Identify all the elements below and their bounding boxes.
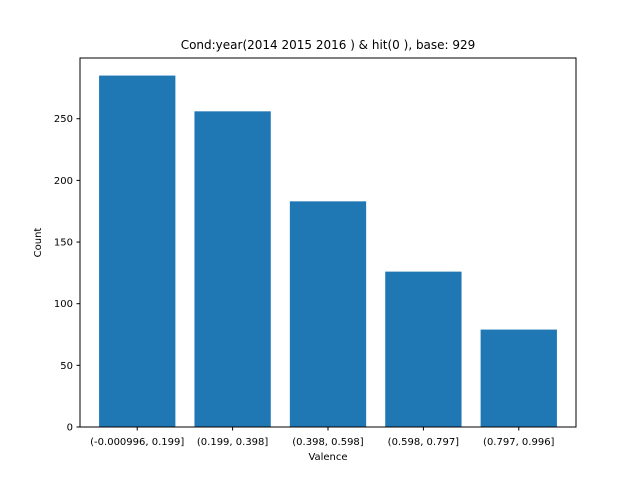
y-tick-label: 0 xyxy=(67,423,73,434)
bars-group xyxy=(99,75,557,428)
x-tick-label: (0.199, 0.398] xyxy=(197,437,269,448)
y-tick-label: 200 xyxy=(54,176,73,187)
y-tick-label: 150 xyxy=(54,238,73,249)
plot-frame xyxy=(79,57,577,428)
bar-5 xyxy=(480,329,557,427)
y-tick-label: 100 xyxy=(54,299,73,310)
y-axis-ticks: 0 50 100 150 200 250 xyxy=(54,114,80,434)
y-tick-label: 50 xyxy=(60,361,73,372)
bar-4 xyxy=(385,271,462,427)
bar-3 xyxy=(289,201,367,427)
x-tick-label: (0.598, 0.797] xyxy=(388,437,460,448)
bar-1 xyxy=(99,75,176,428)
x-tick-label: (-0.000996, 0.199] xyxy=(90,437,184,448)
chart-title: Cond:year(2014 2015 2016 ) & hit(0 ), ba… xyxy=(181,38,476,52)
y-tick-label: 250 xyxy=(54,114,73,125)
x-tick-label: (0.398, 0.598] xyxy=(292,437,364,448)
y-axis-label: Count xyxy=(33,228,44,258)
x-tick-label: (0.797, 0.996] xyxy=(483,437,555,448)
x-axis-ticks: (-0.000996, 0.199] (0.199, 0.398] (0.398, … xyxy=(90,427,555,448)
bar-2 xyxy=(194,111,271,428)
x-axis-label: Valence xyxy=(308,452,347,463)
